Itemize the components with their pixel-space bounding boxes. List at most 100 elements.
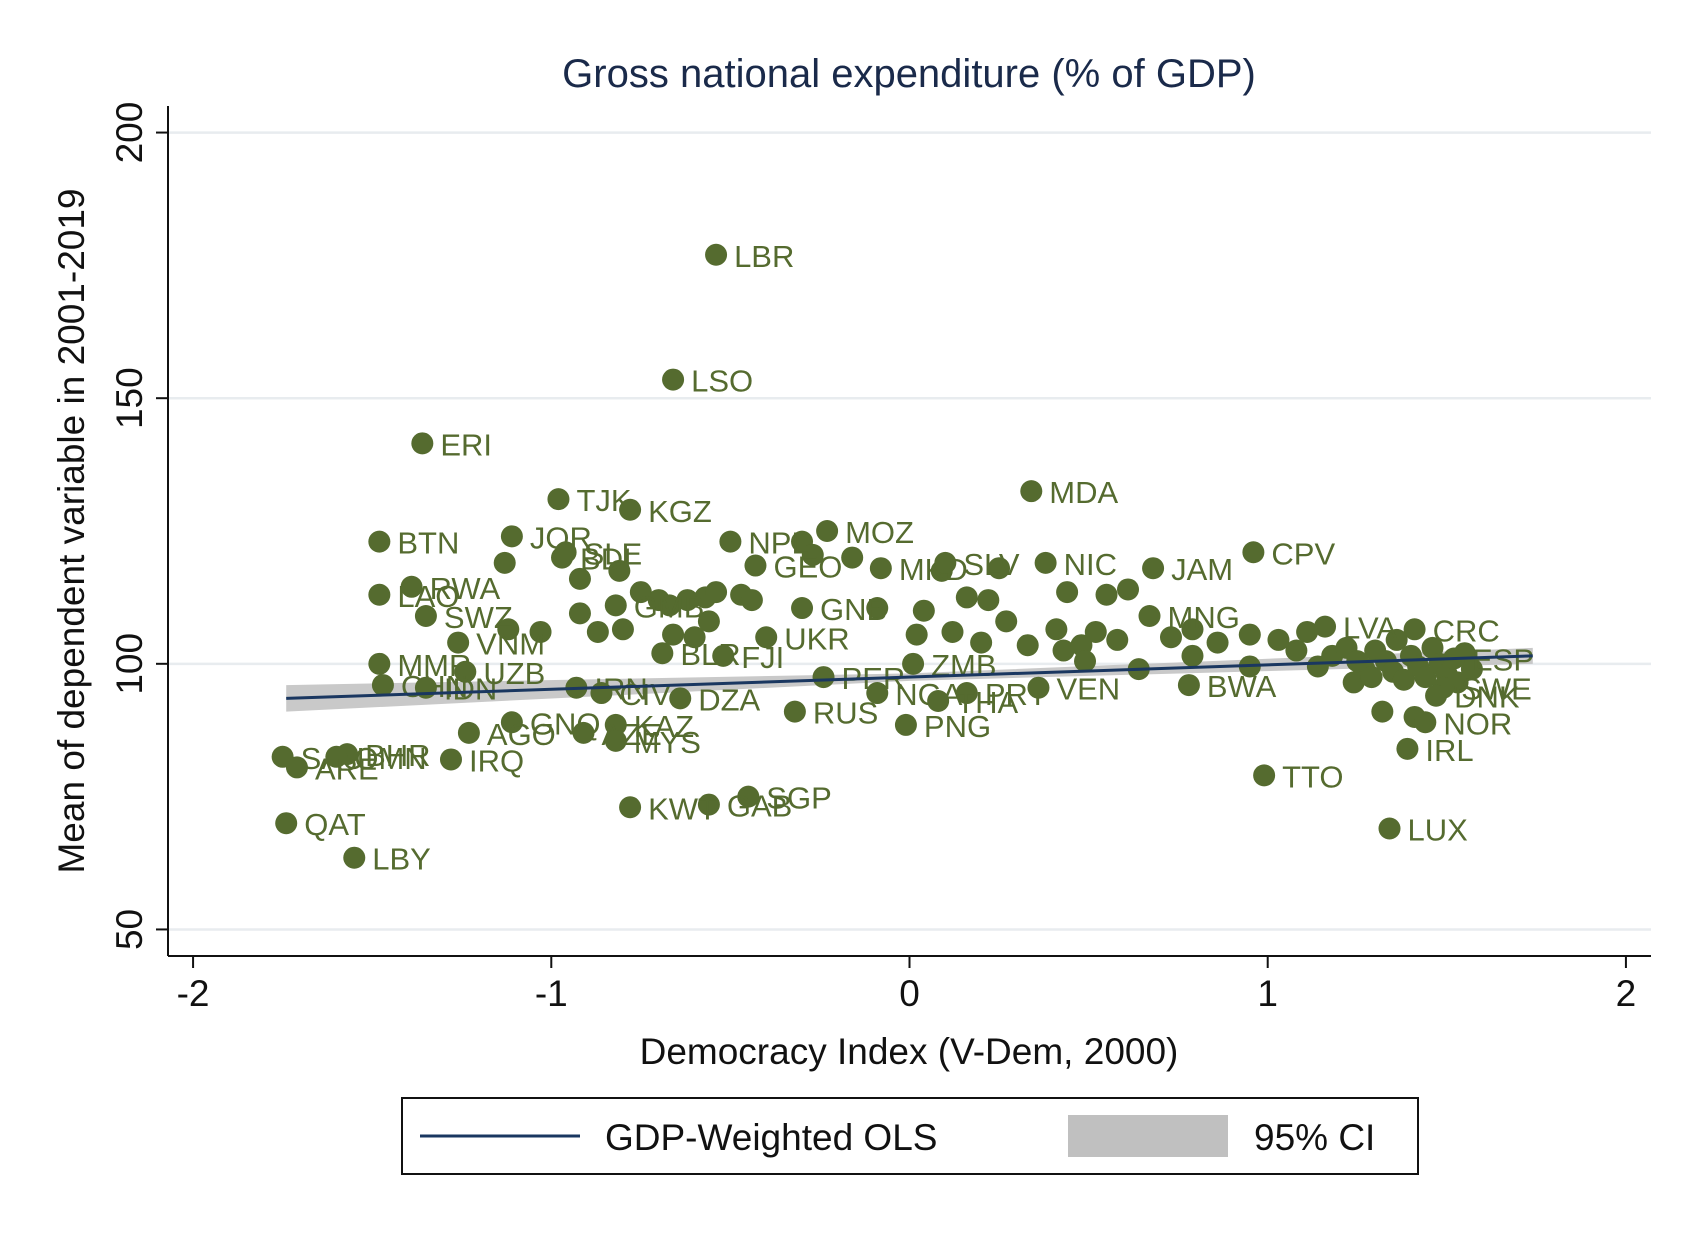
scatter-point: [662, 623, 685, 646]
scatter-point: [1385, 628, 1408, 651]
point-label: SWZ: [444, 600, 513, 635]
legend: GDP-Weighted OLS 95% CI: [401, 1097, 1419, 1175]
scatter-point: [955, 586, 978, 609]
point-label: ARE: [315, 751, 379, 786]
scatter-point: [1242, 541, 1265, 564]
point-label: LUX: [1408, 813, 1469, 848]
scatter-point: [1074, 650, 1097, 673]
scatter-point: [676, 589, 699, 612]
scatter-point: [572, 721, 595, 744]
point-label: GMB: [634, 589, 705, 624]
scatter-point: [902, 652, 925, 675]
scatter-point: [737, 785, 760, 808]
scatter-point: [744, 554, 767, 577]
scatter-point: [783, 700, 806, 723]
scatter-point: [1177, 674, 1200, 697]
point-label: CRC: [1433, 613, 1500, 648]
point-label: DNK: [1454, 680, 1520, 715]
scatter-point: [439, 748, 462, 771]
point-label: MKD: [899, 552, 968, 587]
scatter-point: [629, 581, 652, 604]
point-label: OMN: [354, 741, 426, 776]
scatter-point: [368, 583, 391, 606]
scatter-point: [1138, 605, 1161, 627]
scatter-point: [1181, 644, 1204, 667]
scatter-point: [414, 605, 437, 627]
scatter-point: [712, 644, 735, 667]
scatter-point: [586, 620, 609, 643]
scatter-point: [447, 631, 470, 654]
chart-title: Gross national expenditure (% of GDP): [562, 52, 1256, 96]
scatter-point: [705, 581, 728, 604]
y-tick-label: 50: [109, 909, 150, 950]
scatter-point: [1425, 684, 1448, 707]
scatter-point: [368, 530, 391, 553]
scatter-point: [1056, 581, 1079, 604]
scatter-point: [1117, 578, 1140, 601]
scatter-point: [1084, 620, 1107, 643]
point-label: NOR: [1443, 706, 1512, 741]
scatter-point: [1267, 628, 1290, 651]
x-tick-label: 2: [1616, 973, 1637, 1014]
scatter-point: [1396, 737, 1419, 760]
scatter-point: [1253, 764, 1276, 787]
scatter-point: [411, 432, 434, 455]
point-label: IRQ: [469, 743, 524, 778]
scatter-point: [697, 610, 720, 633]
scatter-point: [568, 567, 591, 590]
point-label: GAB: [727, 789, 792, 824]
scatter-point: [791, 597, 814, 620]
scatter-point: [275, 812, 298, 835]
scatter-point: [866, 682, 889, 705]
point-label: LBR: [734, 239, 794, 274]
point-label: TTO: [1282, 759, 1343, 794]
point-label: JAM: [1171, 552, 1233, 587]
scatter-point: [497, 618, 520, 641]
scatter-point: [1206, 631, 1229, 654]
x-tick-label: 1: [1257, 973, 1278, 1014]
scatter-point: [371, 674, 394, 697]
scatter-point: [568, 602, 591, 625]
scatter-point: [970, 631, 993, 654]
scatter-point: [977, 589, 1000, 612]
scatter-point: [1020, 480, 1043, 503]
scatter-point: [619, 796, 642, 819]
x-tick-label: -2: [177, 973, 210, 1014]
scatter-point: [812, 666, 835, 689]
point-label: MYS: [634, 725, 701, 760]
scatter-point: [1016, 634, 1039, 657]
point-label: BTN: [397, 526, 459, 561]
scatter-point: [1045, 618, 1068, 641]
scatter-point: [547, 488, 570, 511]
x-tick-label: 0: [899, 973, 920, 1014]
scatter-point: [554, 541, 577, 564]
scatter-point: [1106, 628, 1129, 651]
point-label: KAZ: [634, 709, 694, 744]
scatter-point: [869, 557, 892, 580]
scatter-point: [1034, 551, 1057, 574]
y-axis-label: Mean of dependent variable in 2001-2019: [51, 188, 92, 873]
scatter-point: [454, 660, 477, 683]
point-label: NIC: [1064, 547, 1117, 582]
fit-layer: [286, 654, 1533, 700]
point-label: AGO: [487, 717, 556, 752]
y-tick-label: 200: [109, 102, 150, 164]
point-label: KGZ: [648, 494, 712, 529]
scatter-point: [1181, 618, 1204, 641]
scatter-point: [1414, 711, 1437, 734]
scatter-point: [683, 626, 706, 649]
scatter-point: [719, 530, 742, 553]
point-label: GEO: [773, 550, 842, 585]
scatter-point: [1460, 658, 1483, 681]
point-label: ERI: [440, 427, 492, 462]
scatter-point: [651, 642, 674, 665]
scatter-point: [1238, 623, 1261, 646]
scatter-point: [941, 620, 964, 643]
point-label: THA: [956, 685, 1018, 720]
x-axis-label: Democracy Index (V-Dem, 2000): [640, 1031, 1179, 1072]
point-label: IDN: [444, 672, 497, 707]
point-label: SLV: [963, 547, 1020, 582]
point-label: NPL: [748, 526, 808, 561]
